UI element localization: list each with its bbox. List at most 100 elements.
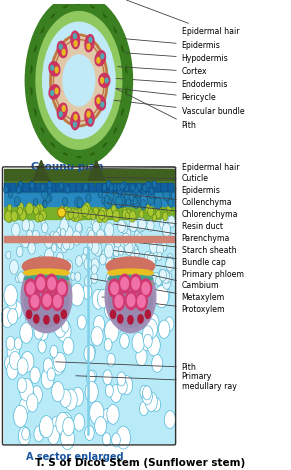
Circle shape xyxy=(136,217,145,232)
Circle shape xyxy=(76,223,83,234)
Circle shape xyxy=(115,267,124,282)
Ellipse shape xyxy=(99,73,110,87)
Ellipse shape xyxy=(85,109,94,126)
Circle shape xyxy=(76,222,82,232)
Circle shape xyxy=(162,225,171,238)
Circle shape xyxy=(152,398,161,411)
Circle shape xyxy=(36,12,122,149)
Circle shape xyxy=(133,307,147,329)
Circle shape xyxy=(6,212,13,222)
Circle shape xyxy=(73,209,79,219)
Bar xyxy=(96,183,102,192)
Polygon shape xyxy=(93,2,103,18)
Circle shape xyxy=(102,210,106,217)
Circle shape xyxy=(33,203,40,214)
Polygon shape xyxy=(25,71,34,89)
Circle shape xyxy=(142,388,152,405)
Circle shape xyxy=(43,294,51,306)
Circle shape xyxy=(79,208,84,217)
Circle shape xyxy=(152,180,157,188)
Bar xyxy=(3,287,175,443)
Circle shape xyxy=(29,292,41,311)
Circle shape xyxy=(63,55,95,106)
Circle shape xyxy=(143,386,151,400)
Circle shape xyxy=(45,234,50,242)
Circle shape xyxy=(62,287,74,307)
Circle shape xyxy=(84,247,88,255)
Circle shape xyxy=(66,292,74,306)
Circle shape xyxy=(7,342,19,361)
Circle shape xyxy=(156,243,164,255)
Circle shape xyxy=(147,313,159,332)
Circle shape xyxy=(152,214,157,221)
Circle shape xyxy=(87,227,93,237)
Circle shape xyxy=(52,37,106,124)
Circle shape xyxy=(114,212,119,220)
Circle shape xyxy=(134,200,139,208)
Circle shape xyxy=(60,206,64,212)
Circle shape xyxy=(109,186,113,193)
Circle shape xyxy=(8,308,18,324)
Text: Epidermis: Epidermis xyxy=(96,183,221,195)
Circle shape xyxy=(31,295,39,307)
Circle shape xyxy=(30,182,34,189)
Circle shape xyxy=(84,183,88,191)
Circle shape xyxy=(63,238,70,250)
Circle shape xyxy=(168,199,173,207)
Circle shape xyxy=(117,238,126,252)
Circle shape xyxy=(138,315,143,323)
Circle shape xyxy=(77,198,83,208)
Circle shape xyxy=(45,248,54,263)
Circle shape xyxy=(134,249,139,257)
Polygon shape xyxy=(27,52,37,68)
Bar xyxy=(49,183,56,192)
Circle shape xyxy=(61,320,69,332)
Circle shape xyxy=(28,243,36,254)
Ellipse shape xyxy=(74,41,77,47)
Circle shape xyxy=(39,326,48,340)
Circle shape xyxy=(7,204,12,212)
Bar xyxy=(161,183,168,192)
Circle shape xyxy=(120,333,129,349)
Ellipse shape xyxy=(21,260,72,333)
Polygon shape xyxy=(67,0,78,10)
Circle shape xyxy=(141,185,146,193)
Circle shape xyxy=(106,241,114,255)
Circle shape xyxy=(20,323,33,343)
Circle shape xyxy=(136,292,147,311)
Circle shape xyxy=(49,267,58,281)
Circle shape xyxy=(130,196,136,205)
Circle shape xyxy=(165,317,174,331)
Circle shape xyxy=(137,233,142,242)
Circle shape xyxy=(44,316,49,324)
Circle shape xyxy=(155,285,169,308)
Circle shape xyxy=(105,223,114,237)
Circle shape xyxy=(56,279,68,298)
Circle shape xyxy=(104,320,119,343)
Circle shape xyxy=(54,352,66,372)
Circle shape xyxy=(131,184,135,191)
Circle shape xyxy=(138,305,145,317)
Circle shape xyxy=(41,291,53,310)
Polygon shape xyxy=(34,112,44,127)
Circle shape xyxy=(120,276,126,284)
Circle shape xyxy=(86,194,91,202)
Bar xyxy=(3,180,175,184)
Ellipse shape xyxy=(24,275,69,282)
Circle shape xyxy=(134,187,138,195)
Circle shape xyxy=(34,315,39,323)
Circle shape xyxy=(132,278,139,290)
Ellipse shape xyxy=(25,282,68,286)
Circle shape xyxy=(150,250,157,262)
Circle shape xyxy=(43,201,47,208)
Circle shape xyxy=(66,279,72,289)
Circle shape xyxy=(106,274,111,282)
Circle shape xyxy=(158,320,170,338)
Circle shape xyxy=(1,307,14,328)
Circle shape xyxy=(34,426,44,442)
Circle shape xyxy=(117,184,121,191)
Circle shape xyxy=(156,276,162,286)
Circle shape xyxy=(134,196,140,206)
Circle shape xyxy=(116,426,130,449)
Circle shape xyxy=(71,273,75,280)
